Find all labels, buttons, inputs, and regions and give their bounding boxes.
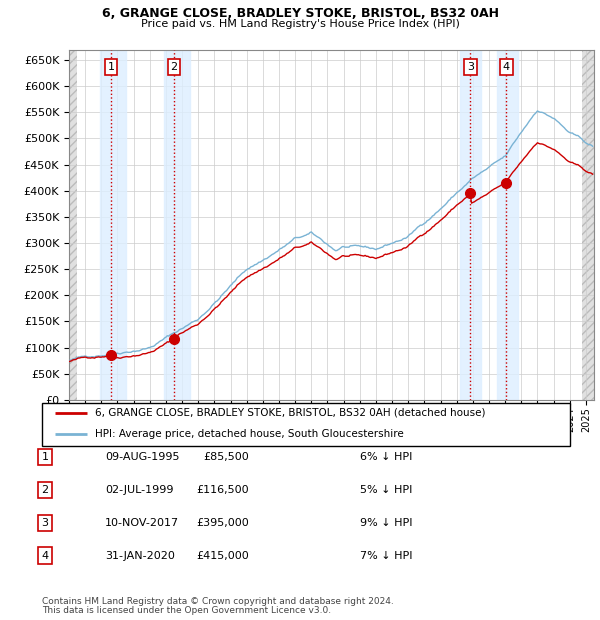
Text: 10-NOV-2017: 10-NOV-2017: [105, 518, 179, 528]
Text: 2: 2: [41, 485, 49, 495]
Bar: [100, 50, 125, 400]
Text: Contains HM Land Registry data © Crown copyright and database right 2024.: Contains HM Land Registry data © Crown c…: [42, 597, 394, 606]
Text: 2: 2: [170, 62, 178, 72]
Text: £395,000: £395,000: [196, 518, 249, 528]
Text: £415,000: £415,000: [196, 551, 249, 560]
Text: 5% ↓ HPI: 5% ↓ HPI: [360, 485, 412, 495]
Text: HPI: Average price, detached house, South Gloucestershire: HPI: Average price, detached house, Sout…: [95, 429, 404, 439]
Text: 6, GRANGE CLOSE, BRADLEY STOKE, BRISTOL, BS32 0AH (detached house): 6, GRANGE CLOSE, BRADLEY STOKE, BRISTOL,…: [95, 407, 485, 417]
Text: 6% ↓ HPI: 6% ↓ HPI: [360, 452, 412, 462]
Bar: [69, 50, 77, 400]
Text: 1: 1: [107, 62, 115, 72]
Text: 09-AUG-1995: 09-AUG-1995: [105, 452, 179, 462]
Text: 1: 1: [41, 452, 49, 462]
Text: £85,500: £85,500: [203, 452, 249, 462]
Text: Price paid vs. HM Land Registry's House Price Index (HPI): Price paid vs. HM Land Registry's House …: [140, 19, 460, 29]
Text: 6, GRANGE CLOSE, BRADLEY STOKE, BRISTOL, BS32 0AH: 6, GRANGE CLOSE, BRADLEY STOKE, BRISTOL,…: [101, 7, 499, 20]
Text: 9% ↓ HPI: 9% ↓ HPI: [360, 518, 413, 528]
Bar: [582, 50, 594, 400]
Text: 31-JAN-2020: 31-JAN-2020: [105, 551, 175, 560]
Text: 02-JUL-1999: 02-JUL-1999: [105, 485, 173, 495]
Text: 4: 4: [503, 62, 510, 72]
Bar: [497, 50, 518, 400]
FancyBboxPatch shape: [42, 403, 570, 446]
Text: This data is licensed under the Open Government Licence v3.0.: This data is licensed under the Open Gov…: [42, 606, 331, 615]
Text: 7% ↓ HPI: 7% ↓ HPI: [360, 551, 413, 560]
Bar: [164, 50, 190, 400]
Text: 3: 3: [467, 62, 474, 72]
Bar: [460, 50, 481, 400]
Text: 4: 4: [41, 551, 49, 560]
Text: £116,500: £116,500: [196, 485, 249, 495]
Text: 3: 3: [41, 518, 49, 528]
